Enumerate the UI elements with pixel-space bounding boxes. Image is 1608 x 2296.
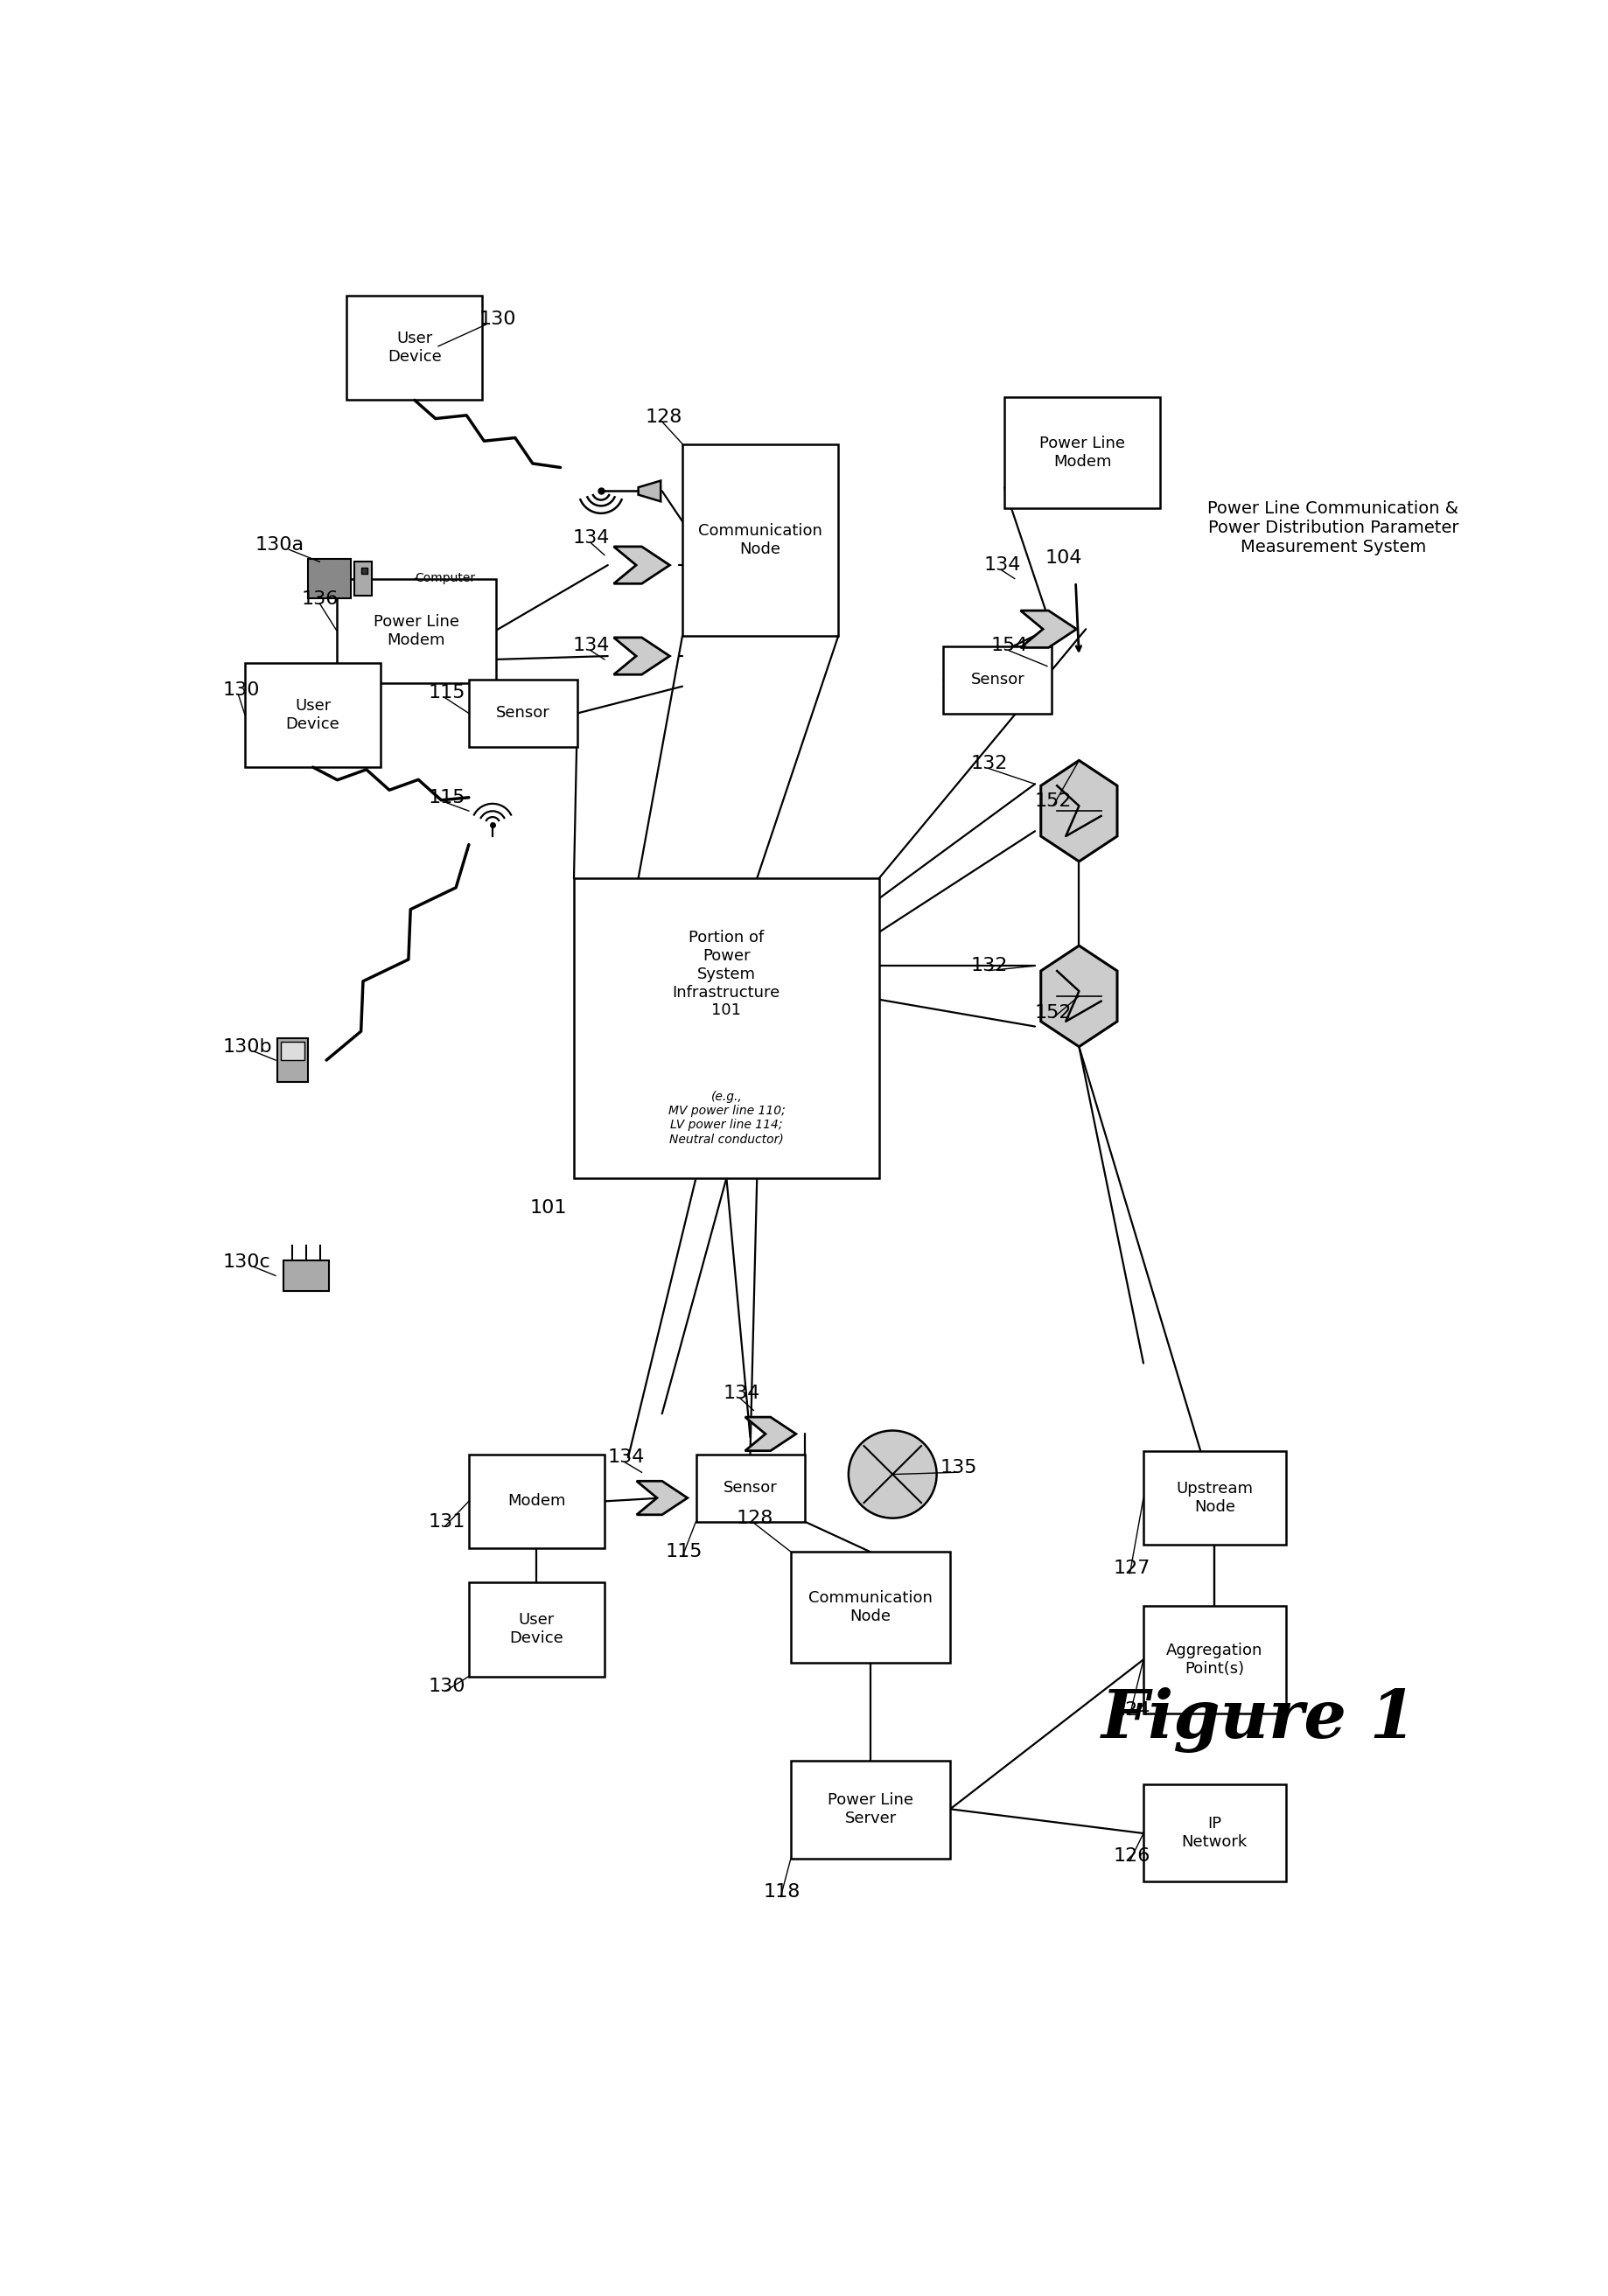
Text: 134: 134 [572, 530, 609, 546]
Text: Power Line
Server: Power Line Server [828, 1793, 913, 1825]
FancyBboxPatch shape [791, 1761, 950, 1857]
Text: IP
Network: IP Network [1182, 1816, 1248, 1851]
Text: 115: 115 [428, 790, 465, 806]
Text: 126: 126 [1113, 1848, 1150, 1864]
Text: 130: 130 [222, 682, 260, 698]
Text: 134: 134 [572, 638, 609, 654]
Text: Communication
Node: Communication Node [809, 1591, 933, 1623]
Text: (e.g.,
MV power line 110;
LV power line 114;
Neutral conductor): (e.g., MV power line 110; LV power line … [667, 1091, 785, 1146]
Text: 136: 136 [301, 590, 338, 608]
FancyBboxPatch shape [682, 443, 838, 636]
Polygon shape [745, 1417, 796, 1451]
Text: Figure 1: Figure 1 [1101, 1688, 1417, 1752]
Text: Modem: Modem [508, 1492, 566, 1508]
Text: Power Line
Modem: Power Line Modem [373, 613, 460, 647]
FancyBboxPatch shape [696, 1453, 804, 1522]
Text: 152: 152 [1036, 1003, 1073, 1022]
Text: 154: 154 [991, 638, 1028, 654]
Text: 134: 134 [984, 556, 1021, 574]
Text: 130a: 130a [256, 537, 304, 553]
FancyBboxPatch shape [336, 579, 495, 682]
Text: 128: 128 [645, 409, 682, 425]
Text: Communication
Node: Communication Node [698, 523, 822, 558]
FancyBboxPatch shape [944, 645, 1052, 714]
Text: Sensor: Sensor [971, 673, 1024, 687]
Polygon shape [614, 546, 669, 583]
FancyBboxPatch shape [362, 567, 368, 574]
Text: 124: 124 [1113, 1701, 1150, 1720]
Text: 115: 115 [666, 1543, 703, 1561]
FancyBboxPatch shape [354, 563, 371, 595]
Text: Sensor: Sensor [724, 1481, 777, 1495]
FancyBboxPatch shape [277, 1038, 307, 1081]
Polygon shape [1021, 611, 1076, 647]
Text: 118: 118 [764, 1883, 801, 1901]
Text: 130: 130 [479, 310, 516, 328]
Text: Upstream
Node: Upstream Node [1175, 1481, 1253, 1515]
Text: 134: 134 [724, 1384, 761, 1403]
FancyBboxPatch shape [1143, 1605, 1286, 1713]
Text: 130: 130 [428, 1678, 465, 1694]
FancyBboxPatch shape [791, 1552, 950, 1662]
Polygon shape [1040, 946, 1118, 1047]
Text: User
Device: User Device [286, 698, 339, 732]
FancyBboxPatch shape [470, 1582, 605, 1676]
Text: 132: 132 [971, 957, 1008, 974]
FancyBboxPatch shape [283, 1261, 330, 1290]
Text: 115: 115 [428, 684, 465, 703]
Text: 128: 128 [736, 1508, 773, 1527]
Polygon shape [1040, 760, 1118, 861]
Text: User
Device: User Device [388, 331, 442, 365]
FancyBboxPatch shape [281, 1042, 304, 1061]
Text: User
Device: User Device [510, 1612, 564, 1646]
Circle shape [849, 1430, 936, 1518]
Text: 152: 152 [1036, 792, 1073, 810]
Text: 135: 135 [941, 1458, 978, 1476]
FancyBboxPatch shape [470, 1453, 605, 1548]
Text: Computer: Computer [415, 572, 474, 585]
FancyBboxPatch shape [1005, 397, 1161, 507]
FancyBboxPatch shape [244, 664, 381, 767]
Text: 132: 132 [971, 755, 1008, 771]
Polygon shape [614, 638, 669, 675]
Text: 127: 127 [1113, 1559, 1150, 1577]
Text: Sensor: Sensor [495, 705, 550, 721]
Text: 131: 131 [428, 1513, 465, 1529]
Polygon shape [637, 1481, 688, 1515]
FancyBboxPatch shape [1143, 1451, 1286, 1545]
Text: 130b: 130b [222, 1038, 272, 1056]
FancyBboxPatch shape [1143, 1784, 1286, 1883]
FancyBboxPatch shape [470, 680, 577, 746]
Text: 104: 104 [1045, 549, 1082, 567]
Polygon shape [638, 480, 661, 501]
Text: 134: 134 [608, 1449, 645, 1467]
Text: Aggregation
Point(s): Aggregation Point(s) [1166, 1642, 1262, 1676]
FancyBboxPatch shape [347, 296, 482, 400]
FancyBboxPatch shape [309, 558, 351, 599]
Text: Portion of
Power
System
Infrastructure
101: Portion of Power System Infrastructure 1… [672, 930, 780, 1019]
Text: 101: 101 [531, 1199, 568, 1217]
Text: Power Line Communication &
Power Distribution Parameter
Measurement System: Power Line Communication & Power Distrib… [1208, 501, 1458, 556]
Text: 130c: 130c [222, 1254, 270, 1272]
Text: Power Line
Modem: Power Line Modem [1039, 436, 1126, 468]
FancyBboxPatch shape [574, 879, 880, 1178]
